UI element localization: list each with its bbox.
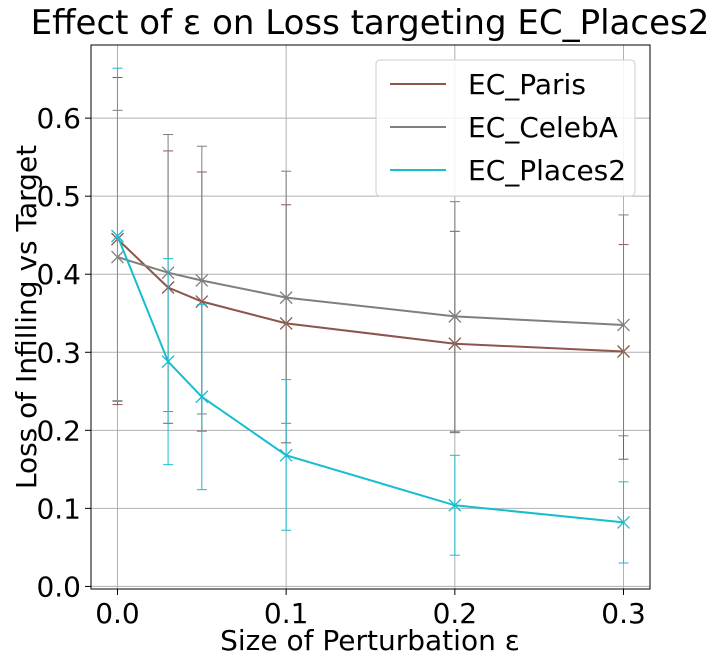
y-tick-label: 0.2 bbox=[36, 414, 81, 447]
y-tick-label: 0.0 bbox=[36, 570, 81, 603]
x-tick-label: 0.2 bbox=[433, 597, 478, 630]
y-tick-label: 0.3 bbox=[36, 336, 81, 369]
data-point bbox=[111, 229, 124, 243]
x-axis-label: Size of Perturbation ε bbox=[220, 624, 520, 657]
data-point bbox=[279, 291, 293, 305]
legend-item: EC_Places2 bbox=[390, 154, 626, 187]
legend-label: EC_CelebA bbox=[468, 111, 618, 144]
legend-box bbox=[375, 59, 636, 197]
legend-item: EC_CelebA bbox=[390, 111, 618, 144]
data-point bbox=[161, 355, 175, 369]
data-point bbox=[195, 390, 209, 404]
legend: EC_Paris EC_CelebA EC_Places2 bbox=[375, 59, 636, 197]
y-axis-label: Loss of Infilling vs Target bbox=[10, 145, 43, 489]
y-tick-label: 0.5 bbox=[36, 180, 81, 213]
legend-label: EC_Paris bbox=[468, 68, 586, 101]
series-line bbox=[116, 235, 624, 524]
data-point bbox=[617, 318, 630, 332]
series-line bbox=[116, 238, 624, 353]
y-ticks: 0.0 0.1 0.2 0.3 0.4 0.5 0.6 bbox=[36, 102, 91, 603]
legend-label: EC_Places2 bbox=[468, 154, 626, 187]
series-ec-places2 bbox=[111, 67, 630, 564]
data-point bbox=[448, 309, 462, 323]
plot-frame bbox=[90, 44, 651, 590]
y-tick-label: 0.1 bbox=[36, 492, 81, 525]
data-point bbox=[617, 515, 630, 529]
legend-item: EC_Paris bbox=[390, 68, 586, 101]
data-point bbox=[279, 448, 293, 462]
x-tick-label: 0.3 bbox=[601, 597, 646, 630]
x-ticks: 0.0 0.1 0.2 0.3 bbox=[95, 589, 646, 630]
data-point bbox=[448, 498, 462, 512]
x-tick-label: 0.1 bbox=[264, 597, 309, 630]
data-point bbox=[195, 274, 209, 287]
series-group bbox=[111, 67, 630, 564]
x-tick-label: 0.0 bbox=[95, 597, 140, 630]
y-tick-label: 0.4 bbox=[36, 258, 81, 291]
y-tick-label: 0.6 bbox=[36, 102, 81, 135]
chart-title: Effect of ε on Loss targeting EC_Places2 bbox=[31, 3, 710, 43]
series-line bbox=[117, 256, 624, 326]
